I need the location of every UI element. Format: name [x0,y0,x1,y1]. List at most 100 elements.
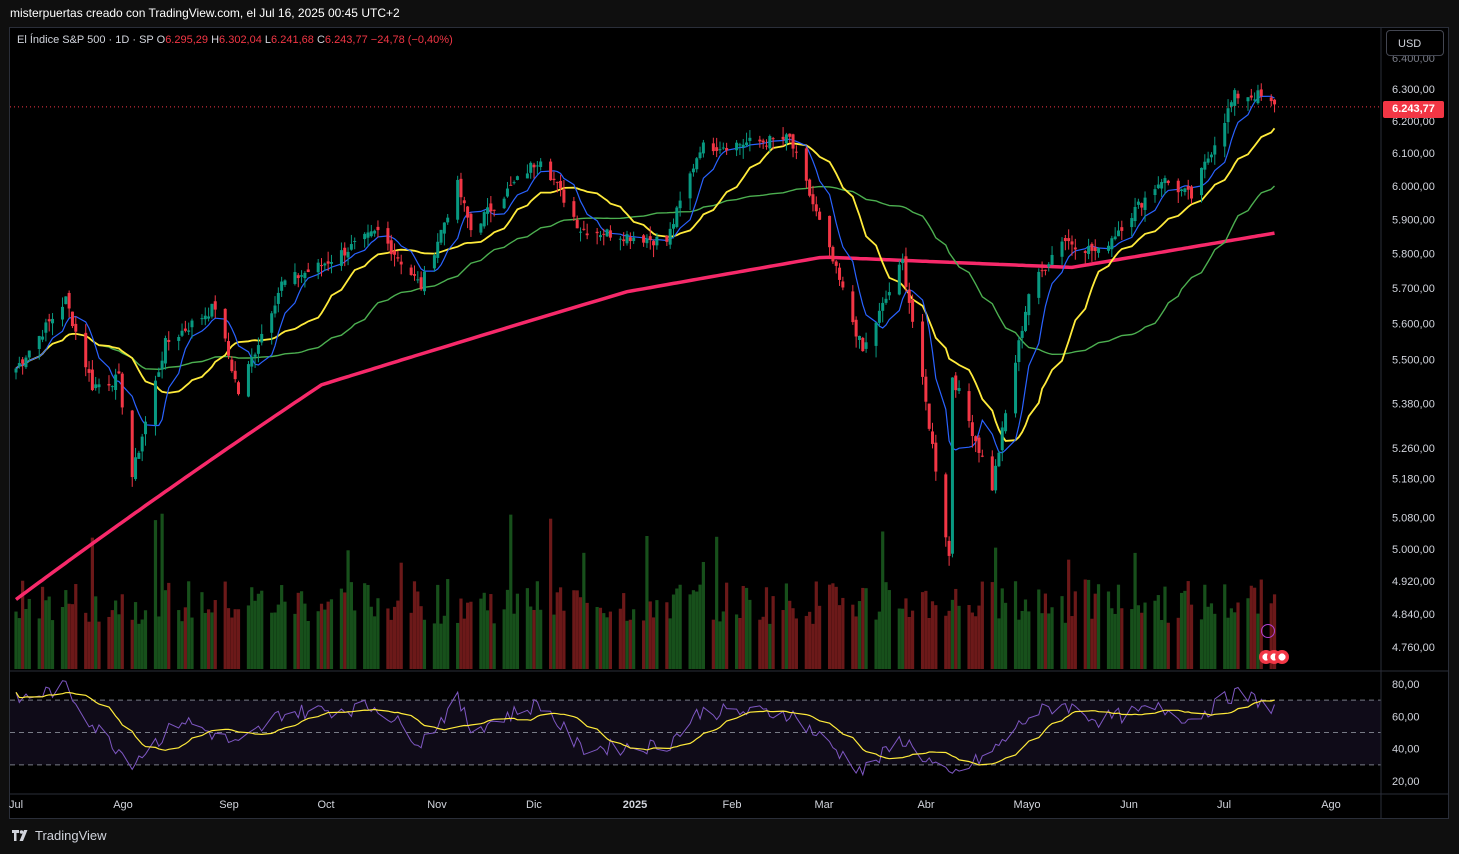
low-value: 6.241,68 [271,34,314,46]
volume-bar [725,582,729,669]
candle-body [715,147,719,151]
volume-bar [1246,598,1250,669]
volume-bar [226,608,231,669]
volume-bar [1003,602,1008,669]
volume-bar [246,605,251,669]
volume-bar [1223,584,1227,669]
candle-body [1259,89,1263,97]
volume-bar [877,611,881,669]
candle-body [213,301,217,310]
candle-body [1273,99,1277,105]
time-tick-label: Sep [219,799,239,811]
volume-bar [788,600,792,669]
candle-body [386,228,390,244]
price-tick-label: 6.100,00 [1392,148,1435,160]
candle-body [1156,184,1160,189]
volume-bar [1259,579,1263,669]
candle-body [648,236,652,240]
candle-body [422,271,426,292]
price-tick-label: 5.180,00 [1392,474,1435,486]
candle-body [462,200,466,204]
candle-body [469,213,473,231]
candle-body [346,251,350,258]
volume-bar [529,606,533,669]
candle-body [881,302,885,311]
volume-bar [602,613,606,669]
candle-body [177,337,181,341]
volume-bar [485,610,490,669]
candle-body [947,540,951,556]
candle-body [672,224,675,229]
volume-bar [974,616,978,669]
volume-bar [160,513,164,669]
volume-bar [841,597,845,669]
volume-bar [392,606,397,669]
volume-bar [605,617,609,669]
volume-bar [651,617,656,669]
price-tick-label: 5.080,00 [1392,512,1435,524]
candle-body [1014,362,1018,414]
candle-body [579,231,583,233]
volume-bar [781,610,785,669]
candle-body [1090,243,1094,251]
candle-body [303,272,307,279]
volume-bar [997,618,1001,669]
volume-bar [818,605,822,669]
high-label: H [211,34,220,46]
volume-bar [625,620,629,669]
candle-body [1136,201,1140,205]
candle-body [1063,237,1067,242]
volume-bar [84,612,88,669]
volume-bar [1249,585,1253,669]
volume-bar [456,622,460,669]
volume-bar [642,620,646,669]
candle-body [851,291,855,323]
us-flag-event-icon[interactable] [1275,650,1289,664]
time-tick-label: Feb [723,799,742,811]
volume-bar [1047,613,1051,669]
volume-bar [897,608,901,669]
volume-bar [462,618,466,669]
volume-bar [761,616,765,669]
volume-bar [422,619,427,669]
low-label: L [264,34,272,46]
ma-fast-line [15,95,1275,454]
candle-body [559,180,563,189]
volume-bar [316,611,320,669]
volume-bar [1043,593,1048,669]
candle-body [977,437,981,453]
candle-body [1073,247,1077,250]
candle-body [1093,247,1097,251]
time-tick-label: Mar [815,799,834,811]
candle-body [130,410,134,478]
volume-bar [585,602,589,669]
volume-bar [183,607,187,669]
volume-bar [24,608,28,669]
candle-body [944,474,948,538]
volume-bar [575,590,579,669]
candle-body [974,436,978,442]
rsi-tick-label: 60,00 [1392,711,1420,723]
volume-bar [479,598,483,669]
candle-body [808,179,812,196]
volume-bar [1156,595,1160,669]
candle-body [1110,238,1114,250]
candle-body [1130,218,1134,228]
price-tick-label: 5.700,00 [1392,283,1435,295]
candle-body [246,364,250,397]
candle-body [1163,178,1167,184]
currency-button[interactable]: USD [1386,30,1444,56]
candle-body [1140,203,1144,208]
volume-bar [864,588,868,669]
volume-bar [1213,613,1217,669]
volume-bar [366,584,370,669]
candle-body [21,359,25,364]
lightning-event-icon[interactable] [1261,624,1275,638]
volume-bar [114,600,118,669]
candle-body [153,380,157,425]
volume-bar [349,582,353,669]
volume-bar [632,609,636,669]
candle-body [725,147,729,151]
candle-body [84,332,88,368]
